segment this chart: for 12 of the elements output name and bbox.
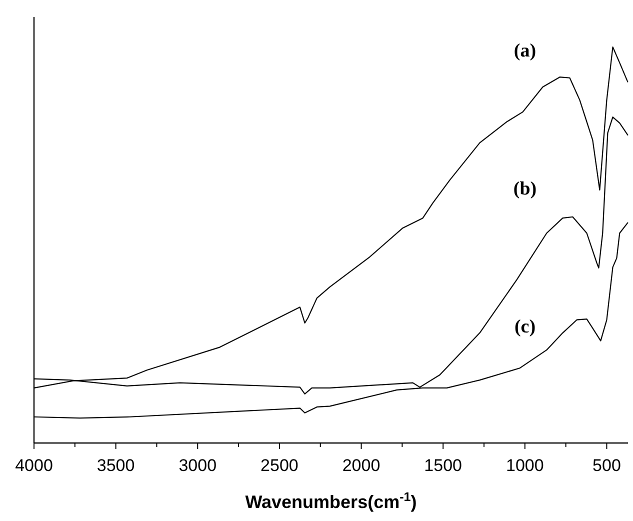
x-tick-label: 1000 [506, 456, 544, 475]
x-tick-label: 2000 [342, 456, 380, 475]
x-tick-label: 4000 [15, 456, 53, 475]
series-label: (a) [514, 40, 536, 62]
x-tick-label: 2500 [260, 456, 298, 475]
series-label: (c) [514, 316, 536, 338]
x-tick-label: 1500 [424, 456, 462, 475]
x-tick-label: 500 [592, 456, 621, 475]
x-axis-title: Wavenumbers(cm$^{-1}$) [245, 490, 417, 512]
x-tick-label: 3500 [96, 456, 135, 475]
series-label: (b) [513, 178, 537, 200]
x-tick-label: 3000 [178, 456, 217, 475]
